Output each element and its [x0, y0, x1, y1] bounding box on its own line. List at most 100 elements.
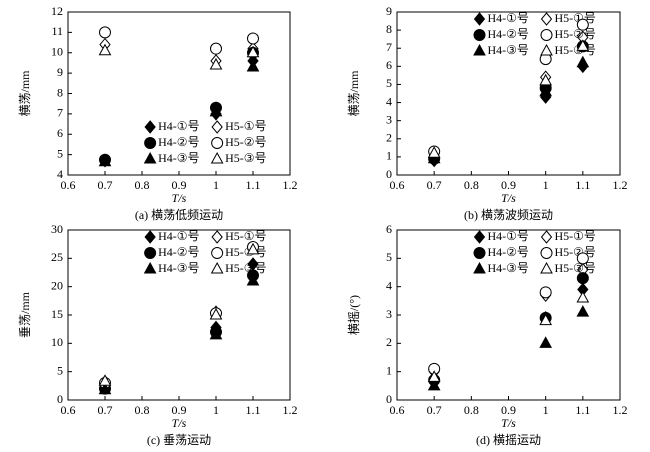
- point: [209, 327, 223, 340]
- legend-label: H5-①号: [225, 119, 266, 133]
- y-tick-label: 1: [386, 363, 392, 377]
- legend-marker: [211, 120, 223, 134]
- legend-label: H5-③号: [225, 261, 266, 275]
- x-tick-label: 0.8: [135, 178, 150, 192]
- legend-marker: [473, 12, 486, 26]
- legend-marker: [211, 230, 223, 244]
- point: [209, 57, 223, 70]
- legend-marker: [143, 261, 157, 274]
- legend-marker: [210, 261, 224, 274]
- x-tick-label: 1.2: [613, 403, 628, 417]
- point: [427, 378, 441, 391]
- caption: (c) 垂荡运动: [147, 433, 211, 447]
- point: [210, 42, 222, 55]
- legend-marker: [473, 261, 486, 274]
- y-tick-label: 5: [386, 76, 392, 90]
- x-tick-label: 0.9: [172, 178, 187, 192]
- legend-label: H5-②号: [225, 135, 266, 149]
- legend-label: H4-②号: [488, 245, 529, 259]
- caption: (b) 横荡波频运动: [464, 208, 553, 222]
- legend-label: H4-②号: [488, 27, 529, 41]
- y-tick-label: 4: [57, 167, 63, 181]
- y-tick-label: 0: [57, 392, 63, 406]
- y-tick-label: 20: [51, 278, 63, 292]
- x-tick-label: 1.1: [575, 403, 590, 417]
- x-axis-label: T/s: [172, 191, 187, 205]
- y-tick-label: 5: [386, 250, 392, 264]
- caption: (d) 横摇运动: [476, 433, 541, 447]
- y-tick-label: 6: [386, 222, 392, 236]
- x-tick-label: 1.1: [246, 403, 261, 417]
- legend-label: H4-①号: [488, 229, 529, 243]
- legend-marker: [540, 230, 553, 244]
- x-tick-label: 1: [543, 403, 549, 417]
- x-tick-label: 0.7: [98, 403, 113, 417]
- legend-marker: [144, 120, 156, 134]
- y-tick-label: 8: [386, 22, 392, 36]
- y-tick-label: 11: [51, 24, 63, 38]
- x-tick-label: 0.9: [501, 403, 516, 417]
- legend-label: H4-①号: [488, 11, 529, 25]
- point: [246, 59, 260, 72]
- point: [539, 313, 553, 326]
- point: [98, 43, 112, 56]
- point: [576, 18, 589, 31]
- x-tick-label: 1: [213, 403, 219, 417]
- y-tick-label: 7: [57, 106, 63, 120]
- y-tick-label: 0: [386, 392, 392, 406]
- x-tick-label: 1.1: [575, 178, 590, 192]
- legend-marker: [473, 43, 486, 56]
- point: [539, 84, 553, 97]
- legend-marker: [210, 151, 224, 164]
- y-tick-label: 3: [386, 112, 392, 126]
- x-tick-label: 0.7: [98, 178, 113, 192]
- legend-label: H4-①号: [158, 119, 199, 133]
- legend-label: H4-③号: [488, 261, 529, 275]
- x-tick-label: 1.2: [613, 178, 628, 192]
- x-axis-label: T/s: [172, 416, 187, 430]
- point: [576, 272, 589, 285]
- y-tick-label: 6: [386, 58, 392, 72]
- x-tick-label: 1.2: [283, 178, 298, 192]
- point: [576, 55, 590, 68]
- x-tick-label: 0.6: [61, 178, 76, 192]
- y-tick-label: 12: [51, 4, 63, 18]
- legend-marker: [143, 151, 157, 164]
- y-tick-label: 10: [51, 45, 63, 59]
- y-tick-label: 8: [57, 85, 63, 99]
- y-tick-label: 15: [51, 307, 63, 321]
- caption: (a) 横荡低频运动: [135, 208, 223, 222]
- legend-label: H4-③号: [488, 43, 529, 57]
- point: [98, 374, 112, 386]
- point: [576, 39, 590, 51]
- point: [209, 104, 223, 117]
- point: [427, 146, 441, 158]
- x-tick-label: 0.7: [427, 403, 442, 417]
- x-tick-label: 1.1: [246, 178, 261, 192]
- y-tick-label: 25: [51, 250, 63, 264]
- legend-marker: [540, 12, 553, 26]
- legend-label: H5-①号: [555, 229, 596, 243]
- legend-marker: [473, 230, 486, 244]
- y-tick-label: 4: [386, 278, 392, 292]
- y-tick-label: 9: [386, 4, 392, 18]
- y-tick-label: 10: [51, 335, 63, 349]
- legend-marker: [211, 137, 224, 149]
- legend-marker: [211, 247, 224, 259]
- x-axis-label: T/s: [501, 191, 516, 205]
- point: [576, 290, 590, 303]
- point: [539, 286, 552, 299]
- point: [99, 26, 111, 39]
- point: [576, 305, 590, 317]
- legend-label: H5-①号: [555, 11, 596, 25]
- legend-label: H4-②号: [158, 135, 199, 149]
- legend-marker: [540, 261, 553, 274]
- x-tick-label: 0.6: [390, 178, 405, 192]
- legend-label: H4-①号: [158, 229, 199, 243]
- legend-label: H4-③号: [158, 151, 199, 165]
- legend-marker: [540, 29, 553, 41]
- legend-marker: [144, 230, 156, 244]
- legend-marker: [540, 247, 553, 259]
- y-tick-label: 0: [386, 167, 392, 181]
- point: [98, 154, 112, 167]
